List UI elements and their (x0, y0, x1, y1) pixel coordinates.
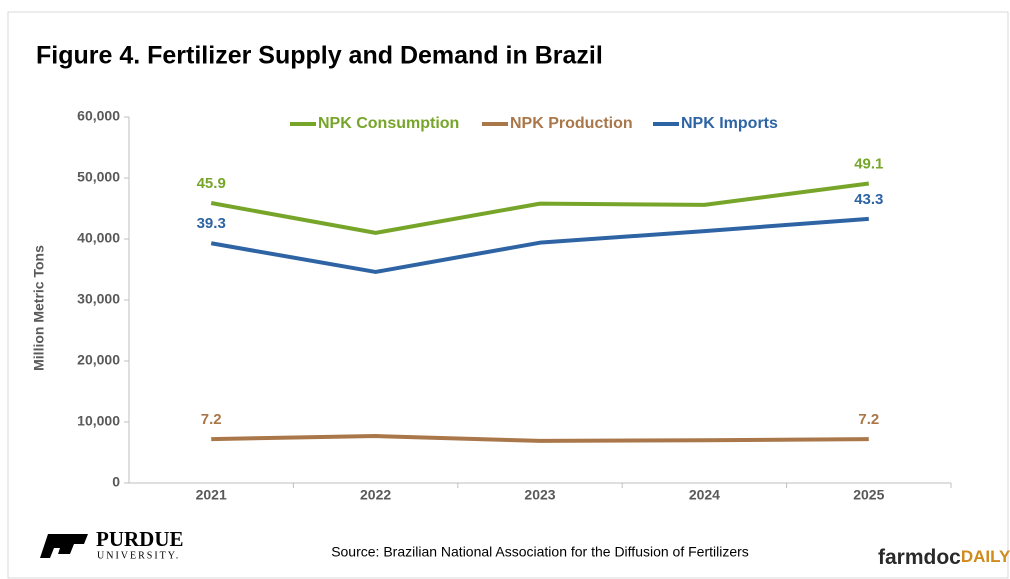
farmdoc-text: farmdoc (878, 546, 961, 569)
y-tick-label: 30,000 (77, 291, 120, 307)
source: Source: Brazilian National Association f… (331, 544, 749, 560)
data-label: 7.2 (858, 411, 879, 428)
data-label: 7.2 (201, 411, 222, 428)
y-tick-label: 20,000 (77, 352, 120, 368)
legend-label: NPK Imports (681, 115, 778, 132)
legend-label: NPK Consumption (318, 115, 459, 132)
x-tick-label: 2021 (196, 487, 227, 503)
x-tick-label: 2025 (853, 487, 884, 503)
data-label: 45.9 (197, 175, 226, 192)
farmdoc-logo: farmdocDAILY (878, 546, 1010, 569)
chart-title: Figure 4. Fertilizer Supply and Demand i… (36, 42, 603, 70)
purdue-logo: PURDUE UNIVERSITY. (40, 527, 184, 561)
y-tick-label: 0 (112, 474, 120, 490)
daily-text: DAILY (961, 547, 1010, 566)
y-axis-label: Million Metric Tons (31, 245, 47, 371)
chart-border (7, 11, 1009, 579)
y-tick-label: 60,000 (77, 108, 120, 124)
series-line (210, 181, 870, 235)
data-label: 49.1 (854, 155, 883, 172)
x-tick-label: 2022 (360, 487, 391, 503)
x-tick-label: 2024 (689, 487, 720, 503)
logo-subtext: UNIVERSITY. (97, 550, 180, 561)
series-line (211, 434, 869, 443)
x-tick-label: 2023 (524, 487, 555, 503)
y-tick-label: 50,000 (77, 169, 120, 185)
series-line (210, 216, 869, 274)
y-tick-label: 10,000 (77, 413, 120, 429)
y-tick-label: 40,000 (77, 230, 120, 246)
logo-mark (40, 534, 88, 558)
data-label: 39.3 (197, 215, 226, 232)
legend-label: NPK Production (510, 115, 633, 132)
data-label: 43.3 (854, 191, 883, 208)
logo-text: PURDUE (96, 527, 184, 551)
